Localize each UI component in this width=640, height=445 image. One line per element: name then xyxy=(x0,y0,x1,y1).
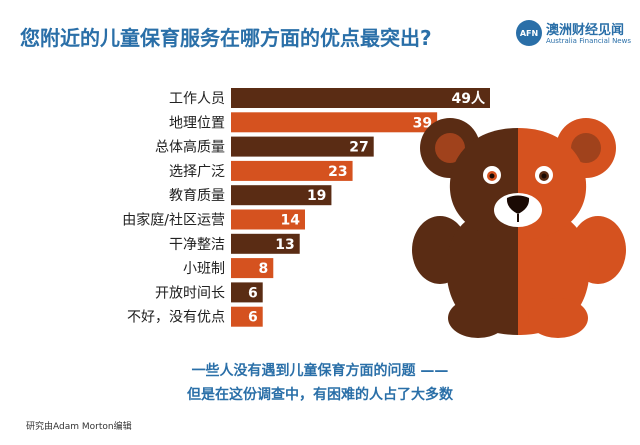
category-label-7: 干净整洁 xyxy=(169,237,225,253)
value-label-9: 6 xyxy=(248,285,258,301)
value-label-8: 8 xyxy=(259,261,269,277)
logo-name-cn: 澳洲财经见闻 xyxy=(546,23,625,38)
bar-10 xyxy=(231,306,263,327)
category-label-8: 小班制 xyxy=(183,261,225,277)
category-label-10: 不好，没有优点 xyxy=(127,310,225,326)
value-label-10: 6 xyxy=(248,310,258,326)
bar-5 xyxy=(231,185,332,206)
category-label-3: 总体高质量 xyxy=(155,139,225,156)
value-label-6: 14 xyxy=(281,213,301,229)
category-label-6: 由家庭/社区运营 xyxy=(122,212,225,229)
bar-3 xyxy=(231,136,374,157)
bar-8 xyxy=(231,258,274,279)
value-label-5: 19 xyxy=(307,188,326,204)
footer-line-2: 但是在这份调查中，有困难的人占了大多数 xyxy=(187,387,453,403)
category-label-1: 工作人员 xyxy=(169,91,225,107)
bar-1 xyxy=(231,88,490,108)
value-label-7: 13 xyxy=(275,237,294,253)
footer-line-1: 一些人没有遇到儿童保育方面的问题 —— xyxy=(191,363,449,379)
value-label-2: 39 xyxy=(413,115,432,131)
value-label-4: 23 xyxy=(328,164,347,180)
category-label-5: 教育质量 xyxy=(169,188,225,204)
category-label-2: 地理位置 xyxy=(169,115,225,131)
value-label-3: 27 xyxy=(349,140,368,156)
bar-4 xyxy=(231,160,353,181)
logo-badge-icon: AFN xyxy=(516,20,542,46)
credit-text: 研究由Adam Morton编辑 xyxy=(26,422,132,432)
bar-6 xyxy=(231,209,305,230)
bar-9 xyxy=(231,282,263,303)
bar-7 xyxy=(231,233,300,254)
afn-logo: AFN 澳洲财经见闻 Australia Financial News xyxy=(516,18,631,54)
logo-name-en: Australia Financial News xyxy=(546,37,631,45)
chart-title: 您附近的儿童保育服务在哪方面的优点最突出? xyxy=(20,26,432,50)
category-label-4: 选择广泛 xyxy=(169,164,225,180)
category-label-9: 开放时间长 xyxy=(155,285,225,301)
bar-2 xyxy=(231,112,438,133)
teddy-bear-illustration xyxy=(412,118,626,338)
value-label-1: 49人 xyxy=(452,90,486,107)
